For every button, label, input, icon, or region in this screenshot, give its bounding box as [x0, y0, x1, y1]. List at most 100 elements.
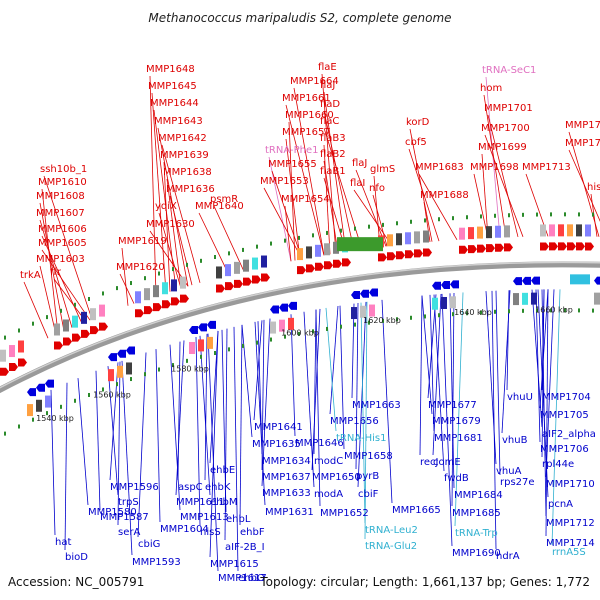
ruler-tick — [172, 267, 174, 272]
gene-label-forward: MMP1657 — [282, 127, 331, 138]
ruler-tick — [494, 213, 496, 218]
gene-label-forward: yqiX — [155, 201, 177, 212]
forward-gene-arrow — [585, 242, 594, 251]
gene-label-reverse: pcnA — [548, 499, 573, 510]
feature-block — [45, 395, 51, 408]
kbp-marker: 1620 kbp — [363, 316, 401, 325]
reverse-gene-arrow — [432, 281, 441, 290]
ruler-tick — [354, 226, 356, 231]
ruler-tick — [326, 230, 328, 235]
highlight-block — [337, 237, 383, 252]
ruler-tick — [88, 392, 90, 397]
gene-label-reverse: MMP1634 — [262, 456, 311, 467]
feature-block — [468, 227, 474, 240]
feature-block — [324, 243, 330, 256]
ruler-tick — [144, 372, 146, 377]
gene-label-reverse: rpl44e — [542, 459, 574, 470]
ruler-tick — [522, 212, 524, 217]
ruler-tick — [256, 244, 258, 249]
gene-label-reverse: modC — [314, 456, 343, 467]
feature-block — [198, 339, 204, 352]
gene-label-reverse: MMP1705 — [540, 410, 589, 421]
ruler-tick — [200, 258, 202, 263]
gene-label-reverse: MMP1580 — [88, 507, 137, 518]
reverse-gene-arrow — [126, 346, 135, 355]
ruler-tick — [74, 398, 76, 403]
feature-block — [9, 345, 15, 358]
feature-block — [297, 248, 303, 261]
ruler-tick — [242, 343, 244, 348]
gene-label-forward: MMP1701 — [484, 103, 533, 114]
gene-label-reverse: tRNA-Trp — [455, 528, 498, 539]
forward-gene-arrow — [342, 258, 351, 267]
reverse-gene-arrow — [351, 291, 360, 300]
feature-block — [171, 279, 177, 292]
gene-label-reverse: MMP1617 — [218, 573, 267, 584]
gene-label-forward: cbf5 — [405, 137, 427, 148]
gene-label-reverse: tRNA-Leu2 — [365, 525, 418, 536]
forward-gene-arrow — [306, 264, 315, 273]
gene-label-forward: MMP1699 — [478, 142, 527, 153]
gene-label-reverse: MMP1690 — [452, 548, 501, 559]
forward-gene-arrow — [18, 358, 27, 367]
feature-block — [495, 225, 501, 238]
gene-label-forward: MMP1688 — [420, 190, 469, 201]
gene-label-forward: MMP1661 — [282, 93, 331, 104]
reverse-gene-arrow — [288, 301, 297, 310]
forward-gene-arrow — [495, 243, 504, 252]
forward-gene-arrow — [378, 253, 387, 262]
forward-gene-arrow — [387, 252, 396, 261]
ruler-tick — [158, 271, 160, 276]
ruler-tick — [326, 326, 328, 331]
gene-label-forward: MMP1608 — [36, 191, 85, 202]
ruler-tick — [438, 217, 440, 222]
label-leader-lines — [23, 73, 600, 572]
ruler-tick — [172, 363, 174, 368]
topology-text: Topology: circular; Length: 1,661,137 bp… — [259, 575, 590, 589]
gene-label-reverse: tRNA-His1 — [336, 433, 386, 444]
reverse-gene-arrow — [513, 277, 522, 286]
ruler-tick — [214, 255, 216, 259]
gene-label-reverse: bioD — [65, 552, 88, 563]
gene-label-reverse: ehbE — [210, 465, 235, 476]
ruler-tick — [396, 317, 398, 322]
feature-block — [126, 362, 132, 375]
ruler-tick — [382, 222, 384, 227]
gene-label-forward: MMP1636 — [166, 184, 215, 195]
gene-label-forward: hom — [480, 83, 502, 94]
gene-label-reverse: pyrB — [356, 471, 379, 482]
ruler-tick — [46, 411, 48, 416]
ruler-tick — [592, 308, 594, 313]
gene-label-reverse: MMP1652 — [320, 508, 369, 519]
forward-gene-arrow — [486, 244, 495, 253]
gene-label-forward: flaJ — [352, 158, 367, 169]
gene-label-reverse: MMP1704 — [542, 392, 591, 403]
gene-label-forward: MMP1603 — [36, 254, 85, 265]
gene-label-reverse: MMP1712 — [546, 518, 595, 529]
ruler-tick — [32, 321, 34, 326]
feature-block — [432, 297, 438, 310]
feature-block — [594, 292, 600, 305]
forward-gene-arrow — [81, 329, 90, 338]
forward-gene-arrow — [333, 259, 342, 268]
ruler-tick — [270, 241, 272, 246]
ruler-tick — [522, 308, 524, 313]
feature-block — [306, 246, 312, 259]
ruler-tick — [368, 224, 370, 229]
reverse-gene-arrow — [45, 379, 54, 388]
feature-block — [135, 291, 141, 304]
ruler-tick — [466, 215, 468, 220]
ruler-tick — [578, 212, 580, 217]
gene-label-reverse: rrnA5S — [552, 547, 586, 558]
kbp-marker: 1600 kbp — [281, 329, 319, 338]
forward-gene-arrow — [414, 249, 423, 258]
ruler-tick — [354, 322, 356, 327]
gene-label-forward: MMP1720 — [565, 138, 600, 149]
reverse-gene-arrow — [360, 289, 369, 298]
feature-block — [72, 315, 78, 328]
rrna-block — [570, 274, 590, 285]
ruler-tick — [32, 417, 34, 422]
gene-label-forward: MMP1645 — [148, 81, 197, 92]
gene-label-forward: MMP1607 — [36, 208, 85, 219]
